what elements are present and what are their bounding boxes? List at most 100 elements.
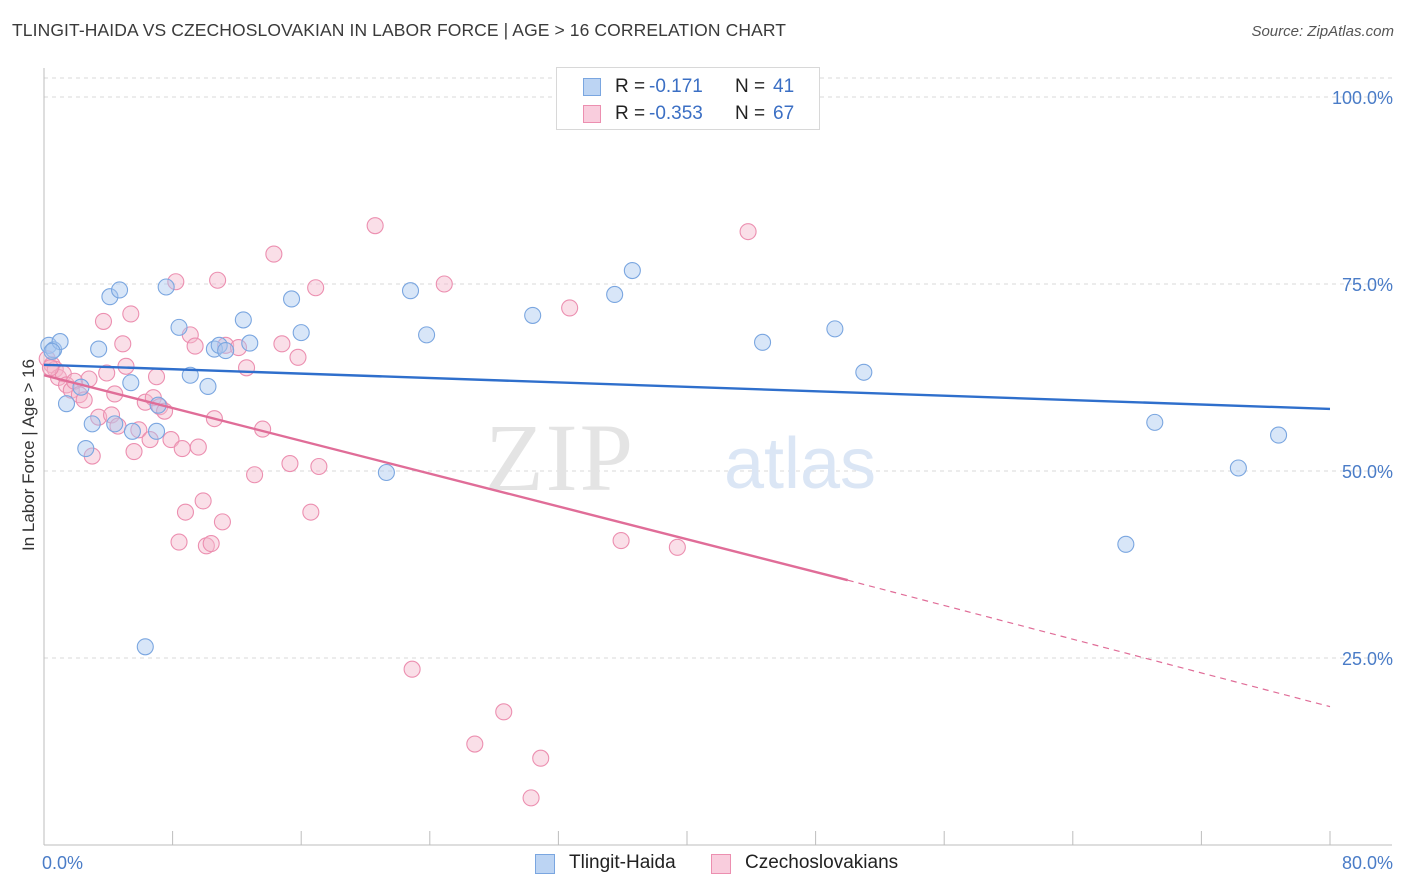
data-point-tlingit-haida xyxy=(234,311,252,329)
data-point-tlingit-haida xyxy=(855,363,873,381)
data-point-tlingit-haida xyxy=(83,415,101,433)
data-point-czechoslovakians xyxy=(522,789,540,807)
data-point-tlingit-haida xyxy=(170,318,188,336)
data-point-czechoslovakians xyxy=(98,364,116,382)
data-point-czechoslovakians xyxy=(194,492,212,510)
data-point-tlingit-haida xyxy=(524,306,542,324)
watermark: ZIP atlas xyxy=(485,404,876,511)
data-point-tlingit-haida xyxy=(122,374,140,392)
data-point-czechoslovakians xyxy=(307,279,325,297)
data-point-czechoslovakians xyxy=(466,735,484,753)
data-point-czechoslovakians xyxy=(176,503,195,521)
stats-legend: R = -0.171 N = 41 R = -0.353 N = 67 xyxy=(556,67,820,130)
trend-line-tlingit-haida xyxy=(43,363,1331,411)
data-point-czechoslovakians xyxy=(173,440,191,458)
data-point-czechoslovakians xyxy=(125,443,143,461)
watermark-atlas: atlas xyxy=(724,424,876,504)
data-point-czechoslovakians xyxy=(289,348,307,366)
chart-title: TLINGIT-HAIDA VS CZECHOSLOVAKIAN IN LABO… xyxy=(12,20,787,40)
axes xyxy=(43,68,1392,846)
tick-labels: 25.0% 50.0% 75.0% 100.0% 0.0% 80.0% xyxy=(42,88,1393,873)
data-point-tlingit-haida xyxy=(77,440,95,458)
data-point-tlingit-haida xyxy=(217,342,235,360)
data-point-tlingit-haida xyxy=(106,415,124,433)
y-tick-label: 75.0% xyxy=(1342,275,1393,295)
data-point-tlingit-haida xyxy=(1270,426,1288,444)
data-point-czechoslovakians xyxy=(229,339,248,357)
y-tick-label: 100.0% xyxy=(1332,88,1393,108)
data-point-tlingit-haida xyxy=(1117,535,1135,553)
data-point-tlingit-haida xyxy=(181,366,199,384)
data-point-czechoslovakians xyxy=(366,217,384,235)
data-point-tlingit-haida xyxy=(90,340,108,358)
n-label: N = xyxy=(735,103,766,124)
czech-swatch xyxy=(583,105,601,123)
data-point-tlingit-haida xyxy=(57,395,76,413)
data-point-czechoslovakians xyxy=(122,305,140,323)
data-point-tlingit-haida xyxy=(101,288,119,306)
data-point-czechoslovakians xyxy=(167,273,185,291)
data-point-tlingit-haida xyxy=(1146,413,1164,431)
data-point-czechoslovakians xyxy=(75,391,93,409)
data-point-tlingit-haida xyxy=(147,422,166,440)
data-point-tlingit-haida xyxy=(606,285,624,304)
data-point-czechoslovakians xyxy=(41,359,59,377)
trend-line-czechoslovakians xyxy=(43,374,849,582)
data-point-czechoslovakians xyxy=(495,703,513,721)
data-point-tlingit-haida xyxy=(241,334,259,352)
r-value: -0.171 xyxy=(649,76,703,97)
data-point-tlingit-haida xyxy=(418,326,436,344)
data-point-tlingit-haida xyxy=(754,333,772,351)
tlingit-legend-swatch xyxy=(535,854,555,874)
trend-line-czechoslovakians xyxy=(847,579,1331,708)
data-point-czechoslovakians xyxy=(612,532,630,550)
data-point-tlingit-haida xyxy=(292,324,310,342)
stats-row-czech: R = -0.353 N = 67 xyxy=(557,103,819,127)
legend-label-czech: Czechoslovakians xyxy=(745,852,899,873)
data-point-tlingit-haida xyxy=(401,282,420,300)
data-point-czechoslovakians xyxy=(273,335,291,353)
data-point-czechoslovakians xyxy=(246,466,264,484)
data-point-czechoslovakians xyxy=(130,421,148,439)
data-point-czechoslovakians xyxy=(435,275,453,293)
stats-row-tlingit: R = -0.171 N = 41 xyxy=(557,76,819,100)
data-point-czechoslovakians xyxy=(114,335,132,353)
data-point-czechoslovakians xyxy=(94,312,113,330)
watermark-zip: ZIP xyxy=(485,404,635,511)
data-point-czechoslovakians xyxy=(170,533,188,551)
trend-lines xyxy=(43,363,1331,708)
data-point-czechoslovakians xyxy=(147,368,166,386)
data-point-tlingit-haida xyxy=(111,281,129,299)
source-credit: Source: ZipAtlas.com xyxy=(1251,23,1394,40)
y-tick-label: 50.0% xyxy=(1342,462,1393,482)
data-point-tlingit-haida xyxy=(623,261,641,280)
data-point-czechoslovakians xyxy=(668,538,686,556)
series-tlingit-haida xyxy=(40,261,1288,656)
data-point-czechoslovakians xyxy=(561,299,579,317)
n-label: N = xyxy=(735,76,766,97)
r-label: R = xyxy=(615,103,646,124)
data-point-czechoslovakians xyxy=(281,454,299,473)
y-axis-title: In Labor Force | Age > 16 xyxy=(19,359,38,551)
data-point-czechoslovakians xyxy=(209,271,227,289)
data-point-czechoslovakians xyxy=(302,503,320,521)
r-value: -0.353 xyxy=(649,103,703,124)
data-point-czechoslovakians xyxy=(265,245,283,263)
x-tick-label: 0.0% xyxy=(42,853,83,873)
data-point-tlingit-haida xyxy=(136,638,154,656)
x-tick-label: 80.0% xyxy=(1342,853,1393,873)
data-point-tlingit-haida xyxy=(1229,459,1247,477)
legend-label-tlingit: Tlingit-Haida xyxy=(569,852,676,873)
data-point-tlingit-haida xyxy=(157,278,175,296)
data-point-czechoslovakians xyxy=(532,749,550,767)
y-tick-label: 25.0% xyxy=(1342,649,1393,669)
data-point-czechoslovakians xyxy=(186,337,204,355)
data-point-tlingit-haida xyxy=(283,290,301,308)
data-point-czechoslovakians xyxy=(217,336,235,354)
data-point-czechoslovakians xyxy=(162,431,180,449)
data-point-tlingit-haida xyxy=(826,320,844,338)
data-point-czechoslovakians xyxy=(90,408,108,426)
data-point-czechoslovakians xyxy=(237,359,256,377)
n-value: 41 xyxy=(773,76,795,97)
